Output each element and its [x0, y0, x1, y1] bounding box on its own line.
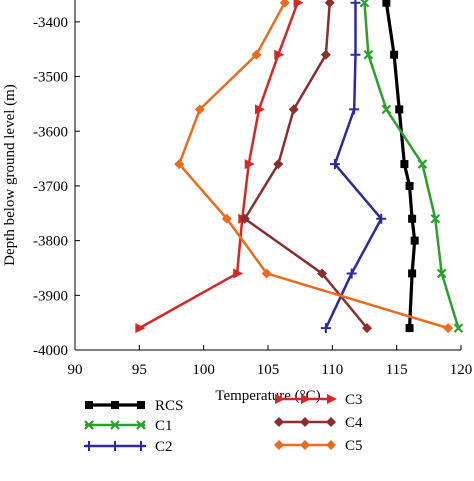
y-axis-label: Depth below ground level (m) [2, 84, 18, 266]
legend-label: C4 [345, 415, 363, 431]
legend-marker [275, 394, 285, 404]
data-point [390, 50, 399, 59]
y-tick-label: -3400 [33, 15, 68, 31]
legend-marker [300, 440, 310, 450]
legend-marker [110, 441, 120, 451]
series-c4 [239, 0, 373, 334]
data-point [408, 214, 417, 223]
data-point [417, 159, 428, 169]
legend-marker [326, 417, 336, 427]
x-tick-label: 90 [68, 362, 83, 378]
legend-marker [327, 394, 337, 404]
axes: 90 95 100 105 110 115 120 -3400 -3500 -3600 -3700 -… [2, 0, 472, 404]
legend-label: RCS [155, 398, 183, 414]
legend-item-c3: C3 [275, 392, 363, 408]
x-tick-label: 105 [257, 362, 280, 378]
data-point [239, 213, 250, 224]
data-point [274, 49, 285, 60]
data-point [430, 213, 441, 224]
data-point [261, 268, 272, 279]
data-point [279, 0, 290, 8]
series-line [138, 2, 299, 330]
data-point [350, 0, 361, 8]
data-point [359, 0, 370, 8]
legend-label: C1 [155, 418, 173, 434]
data-point [349, 104, 360, 115]
y-tick-label: -3500 [33, 70, 68, 86]
legend-marker [84, 420, 94, 430]
x-tick-label: 115 [386, 362, 408, 378]
data-point [376, 213, 387, 224]
series-c1 [359, 0, 464, 333]
data-point [363, 49, 374, 60]
legend-item-c2: C2 [84, 439, 173, 455]
y-tick-label: -3900 [33, 288, 68, 304]
series-c3 [135, 0, 304, 334]
data-point [273, 159, 284, 170]
data-point [233, 268, 244, 279]
data-point [135, 323, 146, 334]
legend-marker [301, 394, 311, 404]
data-point [408, 269, 417, 278]
data-point [400, 160, 409, 169]
legend-marker [300, 417, 310, 427]
legend-label: C2 [155, 439, 173, 455]
x-tick-label: 120 [450, 362, 473, 378]
legend-marker [84, 441, 94, 451]
y-tick-label: -3700 [33, 179, 68, 195]
data-point [405, 181, 414, 190]
data-point [346, 268, 357, 279]
legend-label: C5 [345, 438, 363, 454]
legend-item-c5: C5 [274, 438, 363, 454]
legend-marker [274, 417, 284, 427]
legend-marker [137, 401, 145, 409]
legend-marker [274, 440, 284, 450]
legend-marker [326, 440, 336, 450]
legend-marker [111, 401, 119, 409]
series-c2 [320, 0, 387, 334]
data-point [244, 159, 255, 170]
x-tick-label: 110 [321, 362, 343, 378]
data-point [329, 159, 340, 170]
legend-label: C3 [345, 392, 363, 408]
series-rcs [382, 0, 419, 333]
data-point [320, 49, 331, 60]
series-c5 [174, 0, 454, 334]
legend: RCS C1 C2 C3 C4 C5 [84, 392, 363, 455]
x-tick-label: 95 [132, 362, 147, 378]
data-point [436, 268, 447, 279]
data-point [174, 159, 185, 170]
data-point [317, 268, 328, 279]
data-point [288, 104, 299, 115]
data-point [410, 236, 419, 245]
data-point [194, 104, 205, 115]
data-point [324, 0, 335, 8]
y-tick-label: -4000 [33, 343, 68, 359]
data-point [293, 0, 304, 8]
legend-marker [136, 420, 146, 430]
data-point [453, 323, 464, 333]
legend-item-c4: C4 [274, 415, 363, 431]
plot-series [135, 0, 464, 334]
legend-item-rcs: RCS [85, 398, 183, 414]
data-point [221, 213, 232, 224]
data-point [362, 323, 373, 334]
data-point [251, 49, 262, 60]
legend-marker [85, 401, 93, 409]
data-point [381, 104, 392, 115]
y-tick-label: -3800 [33, 234, 68, 250]
data-point [443, 323, 454, 334]
legend-marker [110, 420, 120, 430]
y-tick-label: -3600 [33, 124, 68, 140]
data-point [320, 323, 331, 334]
data-point [405, 324, 414, 333]
x-tick-label: 100 [192, 362, 215, 378]
legend-marker [136, 441, 146, 451]
data-point [350, 49, 361, 60]
data-point [254, 104, 265, 115]
legend-item-c1: C1 [84, 418, 173, 434]
data-point [382, 0, 391, 7]
data-point [395, 105, 404, 114]
